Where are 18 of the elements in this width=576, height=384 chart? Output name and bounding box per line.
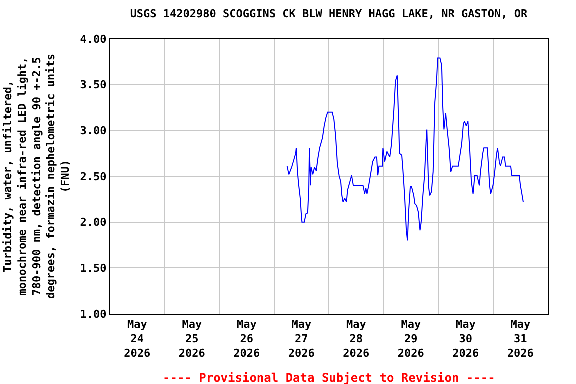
y-tick-label: 2.00	[80, 216, 107, 230]
x-tick-label: May 26 2026	[234, 318, 260, 360]
y-tick-label: 3.50	[80, 78, 107, 92]
x-tick-label: May 27 2026	[288, 318, 316, 360]
chart-title: USGS 14202980 SCOGGINS CK BLW HENRY HAGG LAKE, NR GASTON, OR	[130, 7, 528, 20]
x-tick-label: May 24 2026	[124, 318, 151, 360]
x-tick-label: May 28 2026	[343, 318, 370, 360]
x-tick-label: May 31 2026	[507, 318, 534, 360]
x-tick-label: May 25 2026	[178, 318, 206, 360]
y-tick-label: 2.50	[80, 170, 107, 184]
y-tick-label: 1.50	[80, 262, 107, 276]
y-tick-label: 1.00	[80, 308, 107, 321]
x-tick-label: May 30 2026	[452, 318, 480, 360]
x-tick-label: May 29 2026	[398, 318, 425, 360]
y-axis-title: Turbidity, water, unfiltered, monochrome near infra-red LED light, 780-900 nm, detection angle 90 +-2.5 degrees, formazin nephelometric units (FNU)	[2, 54, 72, 300]
y-tick-label: 4.00	[80, 32, 107, 46]
y-tick-label: 3.00	[80, 124, 107, 138]
line-series	[286, 58, 524, 242]
